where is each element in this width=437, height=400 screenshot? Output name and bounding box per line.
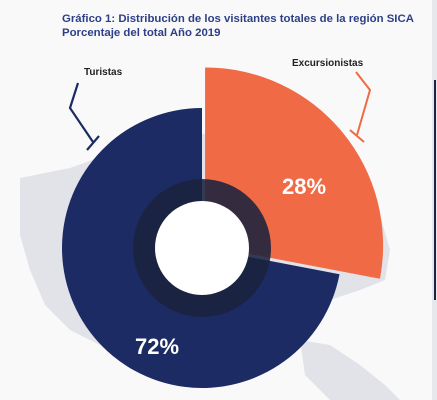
chart-title-block: Gráfico 1: Distribución de los visitante… bbox=[62, 12, 422, 40]
data-label-turistas: 72% bbox=[135, 334, 179, 359]
data-label-excursionistas: 28% bbox=[282, 174, 326, 199]
leader-line-excursionistas bbox=[349, 71, 372, 143]
category-label-turistas: Turistas bbox=[84, 67, 123, 78]
chart-subtitle: Porcentaje del total Año 2019 bbox=[62, 27, 221, 39]
chart-title: Gráfico 1: Distribución de los visitante… bbox=[62, 13, 414, 25]
leader-line-turistas bbox=[68, 82, 100, 151]
category-label-excursionistas: Excursionistas bbox=[292, 58, 364, 69]
right-divider-line bbox=[434, 80, 436, 300]
donut-hole-center bbox=[155, 201, 249, 295]
